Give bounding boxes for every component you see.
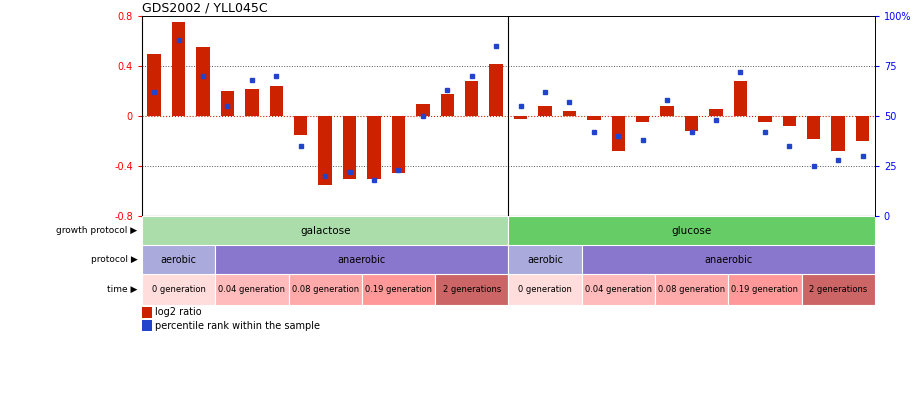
Text: glucose: glucose [671, 226, 712, 236]
Bar [416, 104, 430, 116]
Text: aerobic: aerobic [160, 255, 197, 264]
Text: 2 generations: 2 generations [809, 285, 867, 294]
Bar [782, 116, 796, 126]
Text: growth protocol ▶: growth protocol ▶ [56, 226, 137, 235]
Bar [514, 116, 528, 119]
Bar [582, 274, 655, 305]
Bar [142, 274, 215, 305]
Bar [147, 54, 161, 116]
Bar [343, 116, 356, 179]
Bar [142, 307, 151, 318]
Text: aerobic: aerobic [527, 255, 563, 264]
Bar [508, 216, 875, 245]
Bar [709, 109, 723, 116]
Bar [807, 116, 821, 139]
Bar [832, 116, 845, 151]
Bar [245, 89, 258, 116]
Bar [435, 274, 508, 305]
Text: protocol ▶: protocol ▶ [91, 255, 137, 264]
Bar [562, 111, 576, 116]
Bar [362, 274, 435, 305]
Text: anaerobic: anaerobic [338, 255, 386, 264]
Bar [319, 116, 332, 185]
Text: 0.04 generation: 0.04 generation [584, 285, 652, 294]
Text: 0.19 generation: 0.19 generation [365, 285, 432, 294]
Text: 0.19 generation: 0.19 generation [731, 285, 799, 294]
Text: 0 generation: 0 generation [518, 285, 572, 294]
Bar [465, 81, 478, 116]
Bar [539, 106, 551, 116]
Bar [734, 81, 747, 116]
Bar [221, 91, 234, 116]
Text: GDS2002 / YLL045C: GDS2002 / YLL045C [142, 1, 267, 14]
Text: 0.04 generation: 0.04 generation [218, 285, 286, 294]
Bar [856, 116, 869, 141]
Bar [215, 274, 289, 305]
Text: log2 ratio: log2 ratio [155, 307, 202, 317]
Bar [196, 47, 210, 116]
Text: percentile rank within the sample: percentile rank within the sample [155, 321, 321, 331]
Bar [758, 116, 771, 122]
Text: time ▶: time ▶ [107, 285, 137, 294]
Bar [441, 94, 454, 116]
Bar [392, 116, 405, 173]
Text: 2 generations: 2 generations [442, 285, 501, 294]
Bar [508, 274, 582, 305]
Bar [294, 116, 308, 135]
Text: 0 generation: 0 generation [152, 285, 205, 294]
Bar [587, 116, 601, 120]
Bar [489, 64, 503, 116]
Bar [289, 274, 362, 305]
Bar [728, 274, 802, 305]
Bar [660, 106, 674, 116]
Bar [612, 116, 625, 151]
Text: 0.08 generation: 0.08 generation [658, 285, 725, 294]
Bar [685, 116, 698, 131]
Bar [508, 245, 582, 274]
Text: galactose: galactose [300, 226, 351, 236]
Bar [636, 116, 649, 122]
Bar [142, 216, 508, 245]
Bar [142, 320, 151, 331]
Bar [215, 245, 508, 274]
Bar [172, 22, 185, 116]
Text: 0.08 generation: 0.08 generation [291, 285, 359, 294]
Bar [802, 274, 875, 305]
Bar [582, 245, 875, 274]
Text: anaerobic: anaerobic [704, 255, 752, 264]
Bar [142, 245, 215, 274]
Bar [269, 86, 283, 116]
Bar [367, 116, 381, 179]
Bar [655, 274, 728, 305]
